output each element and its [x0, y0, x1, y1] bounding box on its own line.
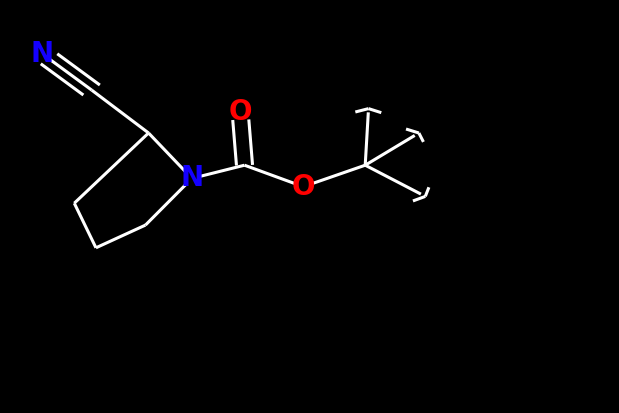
Text: O: O — [228, 98, 252, 126]
Text: N: N — [30, 40, 54, 68]
Text: O: O — [292, 173, 315, 201]
Text: N: N — [180, 164, 204, 192]
